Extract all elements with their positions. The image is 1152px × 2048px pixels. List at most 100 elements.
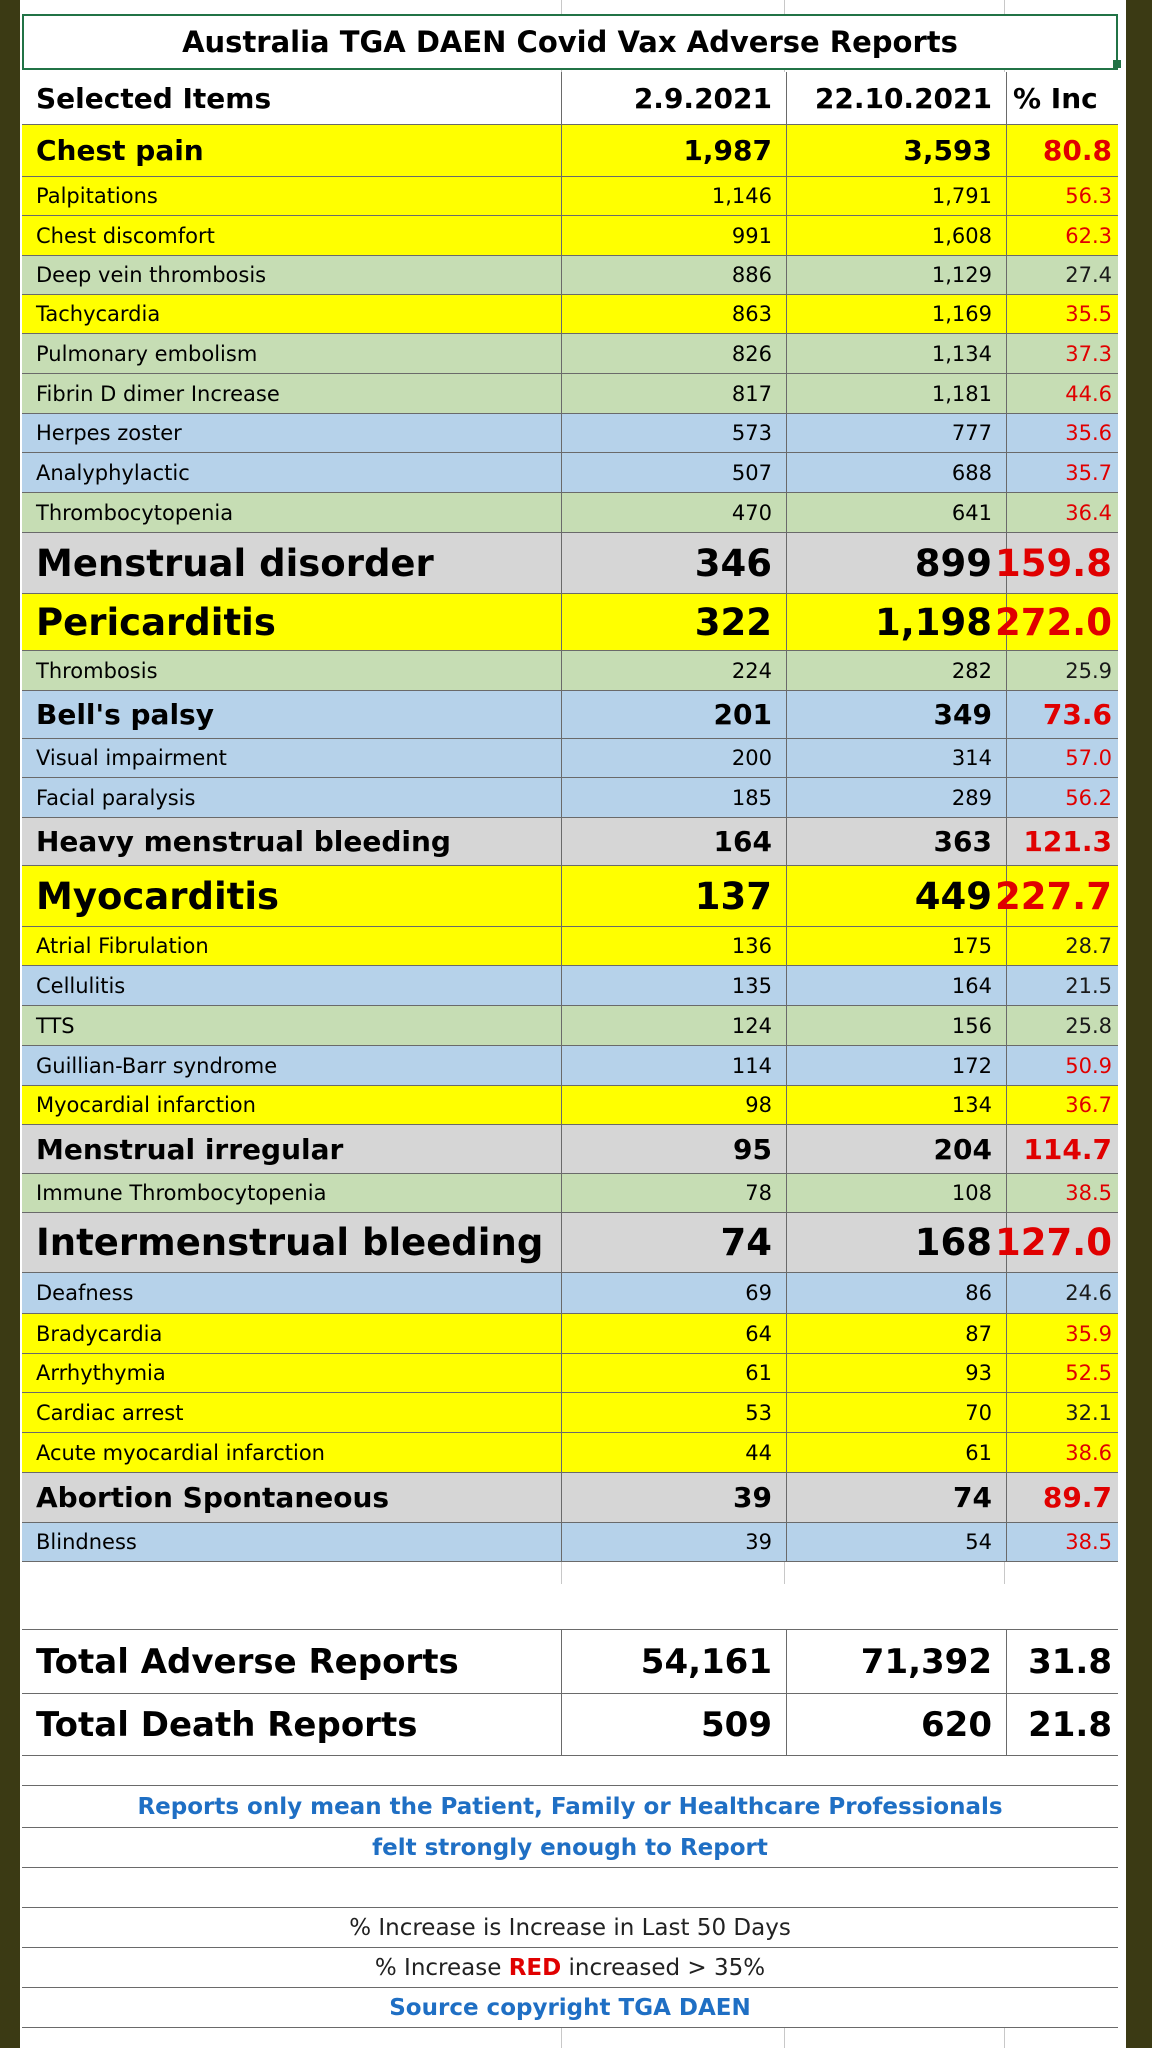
row-name[interactable]: Menstrual disorder [22, 533, 562, 593]
row-pct[interactable]: 127.0 [994, 1221, 1112, 1264]
row-pct[interactable]: 227.7 [994, 874, 1112, 918]
row-pct[interactable]: 56.3 [1065, 184, 1112, 208]
row-value-2[interactable]: 70 [787, 1393, 1007, 1432]
row-value-1[interactable]: 185 [562, 778, 787, 817]
empty-row[interactable] [22, 1584, 1118, 1630]
row-pct[interactable]: 62.3 [1065, 223, 1112, 248]
total-name[interactable]: Total Adverse Reports [22, 1630, 562, 1693]
row-name[interactable]: Fibrin D dimer Increase [22, 374, 562, 413]
row-name[interactable]: Chest discomfort [22, 216, 562, 255]
row-value-1[interactable]: 507 [562, 453, 787, 492]
total-pct[interactable]: 31.8 [1028, 1641, 1112, 1682]
row-value-1[interactable]: 61 [562, 1354, 787, 1392]
row-value-2[interactable]: 282 [787, 651, 1007, 690]
row-value-1[interactable]: 53 [562, 1393, 787, 1432]
row-name[interactable]: Facial paralysis [22, 778, 562, 817]
row-name[interactable]: Myocarditis [22, 866, 562, 926]
row-value-1[interactable]: 224 [562, 651, 787, 690]
header-name[interactable]: Selected Items [22, 72, 562, 124]
row-value-1[interactable]: 135 [562, 966, 787, 1005]
header-date-2[interactable]: 22.10.2021 [787, 72, 1007, 124]
row-value-1[interactable]: 98 [562, 1086, 787, 1124]
row-value-1[interactable]: 39 [562, 1523, 787, 1561]
row-pct[interactable]: 35.5 [1065, 302, 1112, 326]
row-value-1[interactable]: 826 [562, 334, 787, 373]
row-name[interactable]: Palpitations [22, 177, 562, 215]
row-value-1[interactable]: 39 [562, 1473, 787, 1522]
row-name[interactable]: Herpes zoster [22, 414, 562, 452]
row-pct[interactable]: 35.7 [1065, 460, 1112, 485]
row-name[interactable]: Pericarditis [22, 594, 562, 650]
row-name[interactable]: Chest pain [22, 125, 562, 176]
total-v1[interactable]: 54,161 [562, 1630, 787, 1693]
header-date-1[interactable]: 2.9.2021 [562, 72, 787, 124]
row-pct[interactable]: 272.0 [994, 600, 1112, 644]
row-pct[interactable]: 38.6 [1065, 1440, 1112, 1465]
row-value-1[interactable]: 137 [562, 866, 787, 926]
row-name[interactable]: Bradycardia [22, 1314, 562, 1353]
row-value-2[interactable]: 93 [787, 1354, 1007, 1392]
row-value-2[interactable]: 1,169 [787, 295, 1007, 333]
row-value-2[interactable]: 899 [787, 533, 1007, 593]
selection-handle[interactable] [1113, 60, 1121, 68]
row-value-1[interactable]: 863 [562, 295, 787, 333]
row-value-2[interactable]: 3,593 [787, 125, 1007, 176]
note-line-3[interactable]: % Increase is Increase in Last 50 Days [22, 1908, 1118, 1948]
row-pct[interactable]: 25.9 [1065, 658, 1112, 683]
row-pct[interactable]: 52.5 [1065, 1361, 1112, 1385]
row-value-2[interactable]: 349 [787, 691, 1007, 738]
row-pct[interactable]: 38.5 [1065, 1181, 1112, 1205]
row-value-1[interactable]: 201 [562, 691, 787, 738]
row-pct[interactable]: 21.5 [1065, 973, 1112, 998]
row-name[interactable]: Pulmonary embolism [22, 334, 562, 373]
row-value-2[interactable]: 1,198 [787, 594, 1007, 650]
row-value-1[interactable]: 1,987 [562, 125, 787, 176]
row-pct[interactable]: 56.2 [1065, 785, 1112, 810]
row-value-2[interactable]: 1,129 [787, 256, 1007, 294]
row-value-2[interactable]: 289 [787, 778, 1007, 817]
row-value-2[interactable]: 314 [787, 739, 1007, 777]
row-value-2[interactable]: 1,791 [787, 177, 1007, 215]
row-pct[interactable]: 36.4 [1065, 500, 1112, 525]
total-v2[interactable]: 620 [787, 1694, 1007, 1755]
row-value-2[interactable]: 1,608 [787, 216, 1007, 255]
row-value-2[interactable]: 175 [787, 927, 1007, 965]
row-name[interactable]: Visual impairment [22, 739, 562, 777]
row-value-2[interactable]: 168 [787, 1213, 1007, 1272]
total-v2[interactable]: 71,392 [787, 1630, 1007, 1693]
row-value-1[interactable]: 346 [562, 533, 787, 593]
empty-row[interactable] [22, 1756, 1118, 1786]
row-value-2[interactable]: 641 [787, 493, 1007, 532]
row-value-1[interactable]: 200 [562, 739, 787, 777]
row-name[interactable]: Immune Thrombocytopenia [22, 1174, 562, 1212]
row-value-1[interactable]: 136 [562, 927, 787, 965]
row-pct[interactable]: 73.6 [1042, 698, 1112, 731]
row-value-1[interactable]: 78 [562, 1174, 787, 1212]
row-value-1[interactable]: 817 [562, 374, 787, 413]
row-name[interactable]: Tachycardia [22, 295, 562, 333]
total-pct[interactable]: 21.8 [1028, 1704, 1112, 1745]
row-value-2[interactable]: 449 [787, 866, 1007, 926]
row-name[interactable]: Acute myocardial infarction [22, 1433, 562, 1472]
row-pct[interactable]: 24.6 [1065, 1281, 1112, 1305]
row-pct[interactable]: 28.7 [1065, 934, 1112, 958]
note-line-2[interactable]: felt strongly enough to Report [22, 1828, 1118, 1868]
row-name[interactable]: Atrial Fibrulation [22, 927, 562, 965]
row-value-1[interactable]: 322 [562, 594, 787, 650]
row-pct[interactable]: 159.8 [994, 541, 1112, 585]
note-line-1[interactable]: Reports only mean the Patient, Family or… [22, 1786, 1118, 1828]
row-name[interactable]: Cardiac arrest [22, 1393, 562, 1432]
row-value-1[interactable]: 74 [562, 1213, 787, 1272]
row-name[interactable]: TTS [22, 1006, 562, 1045]
row-name[interactable]: Thrombosis [22, 651, 562, 690]
row-pct[interactable]: 89.7 [1042, 1481, 1112, 1514]
row-name[interactable]: Abortion Spontaneous [22, 1473, 562, 1522]
note-line-4[interactable]: % Increase RED increased > 35% [22, 1948, 1118, 1988]
row-pct[interactable]: 25.8 [1065, 1013, 1112, 1038]
row-value-1[interactable]: 573 [562, 414, 787, 452]
row-pct[interactable]: 38.5 [1065, 1530, 1112, 1554]
row-value-1[interactable]: 886 [562, 256, 787, 294]
row-value-2[interactable]: 134 [787, 1086, 1007, 1124]
row-pct[interactable]: 36.7 [1065, 1093, 1112, 1117]
row-pct[interactable]: 27.4 [1065, 263, 1112, 287]
